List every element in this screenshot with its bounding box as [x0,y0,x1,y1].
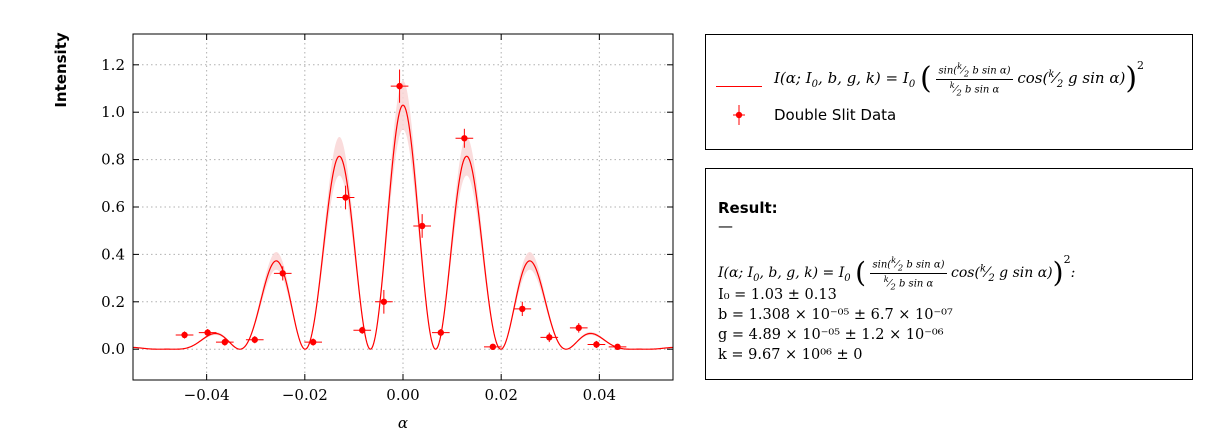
data-point [375,289,393,314]
data-marker [380,298,388,305]
legend-entry-data: Double Slit Data [706,105,1192,125]
x-tick-label: 0.00 [386,386,419,404]
result-title: Result: [718,199,778,217]
result-k: k = 9.67 × 10⁰⁶ ± 0 [718,347,863,363]
data-point [431,329,450,337]
legend-data-label: Double Slit Data [774,106,897,124]
data-marker [396,82,403,90]
result-panel: Result: — I(α; I0, b, g, k) = I0 ( sin(k… [705,168,1193,380]
data-point [513,301,532,317]
data-marker [309,338,317,346]
y-tick-label: 0.0 [101,340,125,358]
data-point [608,343,627,351]
data-point [273,266,292,281]
data-point [413,214,431,238]
data-point [175,331,194,339]
data-point [198,329,217,337]
data-point [245,336,264,344]
data-points-layer [175,69,627,351]
x-tick-label: 0.04 [583,386,616,404]
legend-entry-fit: I(α; I0, b, g, k) = I0 ( sin(k⁄2 b sin α… [706,59,1192,97]
data-marker [546,334,553,341]
data-point [484,343,502,351]
data-point [569,323,588,333]
data-marker [437,329,444,336]
data-point [540,332,559,343]
x-tick-label: 0.02 [484,386,517,404]
legend-marker-swatch [716,105,762,125]
data-marker [181,331,188,339]
result-dash: — [718,217,733,235]
chart: −0.04 −0.02 0.00 0.02 0.04 0.0 0.2 0.4 0.6 0.8 1.… [52,32,674,432]
y-tick-label: 0.2 [101,293,125,311]
data-point [587,340,606,349]
data-marker [614,343,621,351]
x-tick-label: −0.04 [184,386,230,404]
y-tick-label: 0.4 [101,245,125,263]
data-point [215,338,234,346]
data-point [455,128,474,148]
data-marker [575,324,582,332]
data-marker [251,336,258,343]
x-axis: −0.04 −0.02 0.00 0.02 0.04 [184,34,616,404]
legend-line-swatch [716,68,762,88]
y-tick-label: 0.6 [101,198,125,216]
data-marker [279,270,286,277]
legend-fit-formula: I(α; I0, b, g, k) = I0 ( sin(k⁄2 b sin α… [774,59,1145,97]
data-marker [418,222,426,230]
fit-curve [132,104,674,350]
data-marker [461,135,468,142]
y-tick-label: 1.0 [101,103,125,121]
data-marker [489,343,497,351]
result-g: g = 4.89 × 10⁻⁰⁵ ± 1.2 × 10⁻⁰⁶ [718,327,944,343]
data-marker [204,329,211,336]
legend: I(α; I0, b, g, k) = I0 ( sin(k⁄2 b sin α… [705,34,1193,150]
data-marker [359,327,366,334]
data-point [353,326,372,334]
data-marker [342,194,349,201]
result-I0: I₀ = 1.03 ± 0.13 [718,287,837,303]
data-marker [593,341,600,348]
fit-curve-layer [132,104,674,350]
result-b: b = 1.308 × 10⁻⁰⁵ ± 6.7 × 10⁻⁰⁷ [718,307,953,323]
y-tick-label: 1.2 [101,56,125,74]
y-tick-label: 0.8 [101,151,125,169]
result-model-formula: I(α; I0, b, g, k) = I0 ( sin(k⁄2 b sin α… [718,253,1076,291]
data-marker [221,338,228,346]
x-axis-title: α [398,414,408,432]
legend-errorbar-icon [733,105,745,125]
data-point [304,338,322,346]
data-point [390,69,409,103]
y-axis: 0.0 0.2 0.4 0.6 0.8 1.0 1.2 [101,56,673,358]
y-axis-title: Intensity [52,32,70,108]
data-point [336,185,355,210]
x-tick-label: −0.02 [282,386,328,404]
data-marker [519,305,526,313]
